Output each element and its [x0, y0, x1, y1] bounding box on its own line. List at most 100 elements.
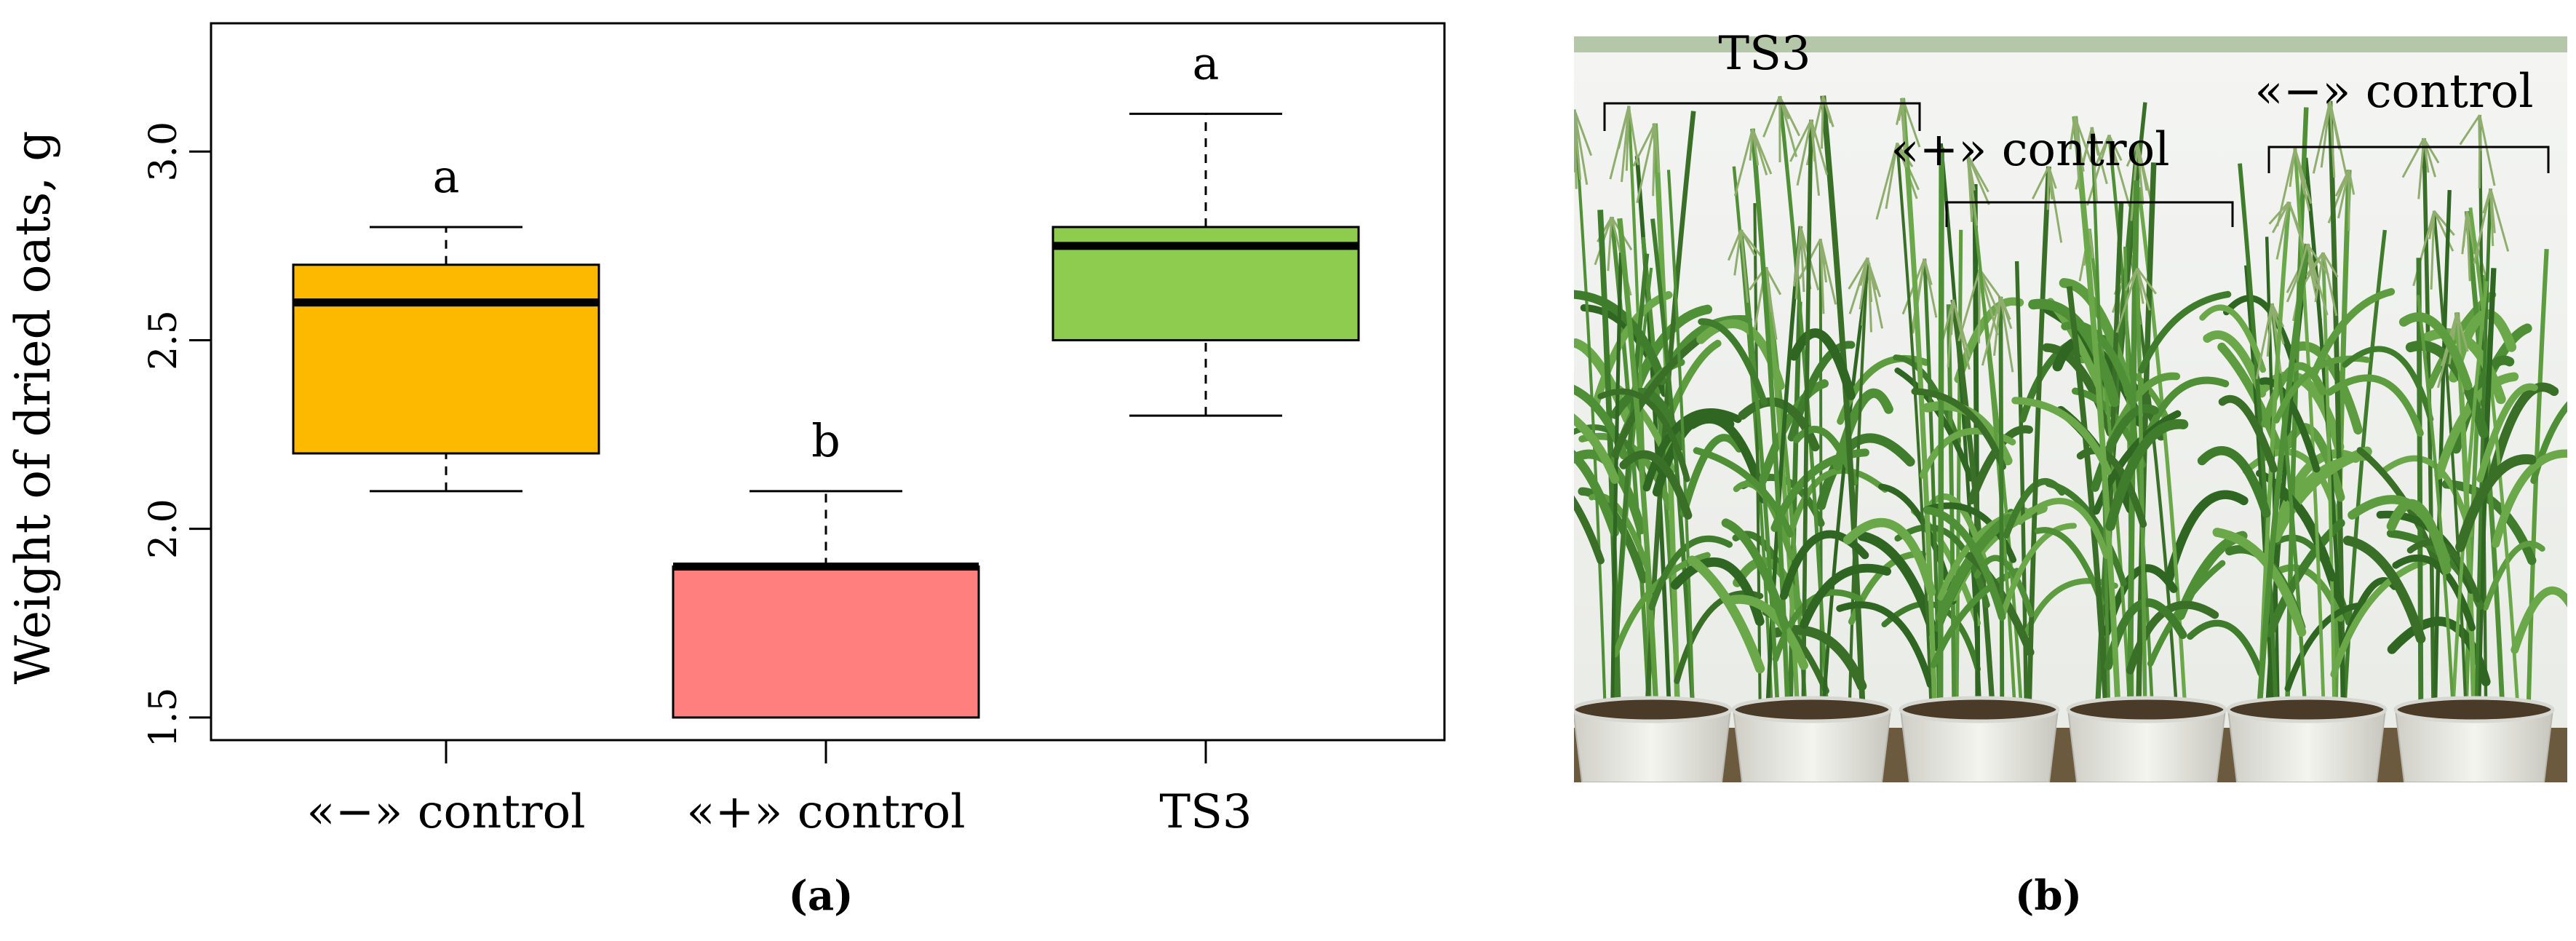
oat-leaf — [2455, 454, 2537, 552]
oat-leaf — [2488, 382, 2559, 480]
oat-leaf — [1725, 595, 1809, 670]
oat-panicle — [1799, 226, 1805, 293]
oat-panicle — [2337, 170, 2350, 219]
oat-panicle — [2478, 114, 2481, 151]
oat-stem — [1642, 111, 1696, 750]
oat-leaf — [1574, 495, 1605, 565]
oat-stem — [2025, 166, 2051, 750]
oat-stem — [2340, 229, 2388, 750]
oat-stem — [1896, 143, 1934, 750]
oat-panicle — [2459, 114, 2481, 146]
significance-letter: a — [433, 150, 460, 203]
oat-panicle — [2073, 116, 2093, 163]
x-tick-label: «−» control — [306, 785, 585, 839]
oat-panicle — [2329, 100, 2336, 178]
pot-rim — [1899, 696, 2060, 723]
y-axis-label: Weight of dried oats, g — [5, 131, 61, 685]
box-iqr — [672, 565, 980, 719]
oat-leaf — [1619, 450, 1693, 520]
photo-label-plus-control: «+» control — [1891, 123, 2169, 177]
pot-rim — [2226, 696, 2388, 723]
oat-panicle — [1739, 229, 1749, 303]
y-tick-label: 2.5 — [142, 310, 186, 370]
oat-leaf — [2187, 619, 2265, 677]
box-iqr — [292, 263, 600, 455]
photo-label-minus-control: «−» control — [2254, 65, 2533, 119]
oat-leaf — [2218, 394, 2278, 473]
oat-panicle — [2126, 143, 2139, 167]
box-group: a — [1052, 36, 1360, 417]
oat-panicle — [2296, 243, 2309, 282]
oat-panicle — [2334, 169, 2350, 197]
oat-leaf — [1779, 530, 1869, 600]
oat-panicle — [2031, 166, 2050, 199]
oat-panicle — [2294, 148, 2313, 205]
oat-panicle — [1966, 155, 1990, 205]
oat-leaf — [1842, 517, 1936, 597]
oat-leaf — [1721, 518, 1789, 630]
oat-panicle — [1821, 95, 1824, 149]
oat-panicle — [1848, 257, 1869, 314]
oat-panicle — [1733, 128, 1754, 196]
oat-panicle — [2136, 143, 2153, 206]
oat-leaf — [2378, 455, 2473, 538]
oat-leaf — [2197, 446, 2271, 518]
oat-panicle — [1819, 239, 1828, 283]
oat-stem — [1763, 226, 1803, 750]
oat-panicle — [2478, 114, 2496, 186]
pot-rim — [2066, 696, 2227, 723]
oat-stem — [1937, 147, 1944, 750]
oat-leaf — [1878, 483, 1957, 605]
oat-panicle — [2094, 134, 2110, 167]
oat-panicle — [2401, 138, 2425, 178]
oat-leaf — [2034, 527, 2105, 606]
box-group: b — [672, 414, 980, 719]
oat-panicle — [2306, 243, 2329, 316]
oat-leaf — [2476, 383, 2538, 483]
oat-panicle — [2136, 268, 2151, 311]
oat-panicle — [2473, 188, 2492, 264]
oat-panicle — [2489, 188, 2494, 247]
y-axis-ticks: 1.5 2.0 2.5 3.0 — [142, 122, 211, 747]
bracket-ts3 — [1603, 102, 1921, 131]
oat-panicle — [2108, 134, 2123, 162]
panel-label-b: (b) — [2015, 872, 2082, 920]
oat-panicle — [2329, 100, 2341, 150]
oat-panicle — [2088, 229, 2094, 259]
oat-panicle — [2107, 135, 2131, 207]
oat-panicle — [2271, 201, 2290, 234]
oat-panicle — [1978, 269, 1981, 344]
y-tick-label: 1.5 — [142, 688, 186, 748]
oat-panicle — [1653, 123, 1661, 173]
oat-leaf — [2348, 495, 2451, 565]
oat-leaf — [1911, 388, 2006, 470]
oat-panicle — [1923, 258, 1938, 318]
oat-panicle — [2268, 201, 2290, 225]
significance-letter: a — [1193, 36, 1220, 90]
oat-panicle — [1621, 106, 1630, 183]
oat-stem — [1820, 95, 1867, 750]
oat-leaf — [1800, 564, 1891, 630]
oat-panicle — [2136, 267, 2157, 295]
oat-leaf — [1923, 506, 2006, 621]
oat-stem — [2254, 243, 2310, 750]
oat-stem — [2238, 163, 2280, 750]
photo-label-ts3: TS3 — [1718, 27, 1810, 81]
bracket-minus-control — [2267, 146, 2550, 173]
oat-stem — [1939, 143, 1984, 750]
pot-rim — [2393, 696, 2555, 723]
oat-stem — [2525, 249, 2549, 750]
oat-panicle — [1875, 143, 1899, 220]
oat-panicle — [1789, 119, 1813, 162]
oat-panicle — [1652, 123, 1656, 196]
oat-panicle — [1950, 299, 1955, 335]
oat-panicle — [2322, 252, 2338, 317]
oat-panicle — [1765, 266, 1782, 295]
oat-panicle — [1999, 296, 2011, 320]
oat-panicle — [2047, 166, 2054, 200]
oat-panicle — [1819, 239, 1825, 314]
oat-panicle — [2314, 252, 2324, 303]
oat-panicle — [2422, 138, 2437, 178]
oat-panicle — [1749, 128, 1754, 161]
oat-leaf — [1574, 413, 1620, 484]
